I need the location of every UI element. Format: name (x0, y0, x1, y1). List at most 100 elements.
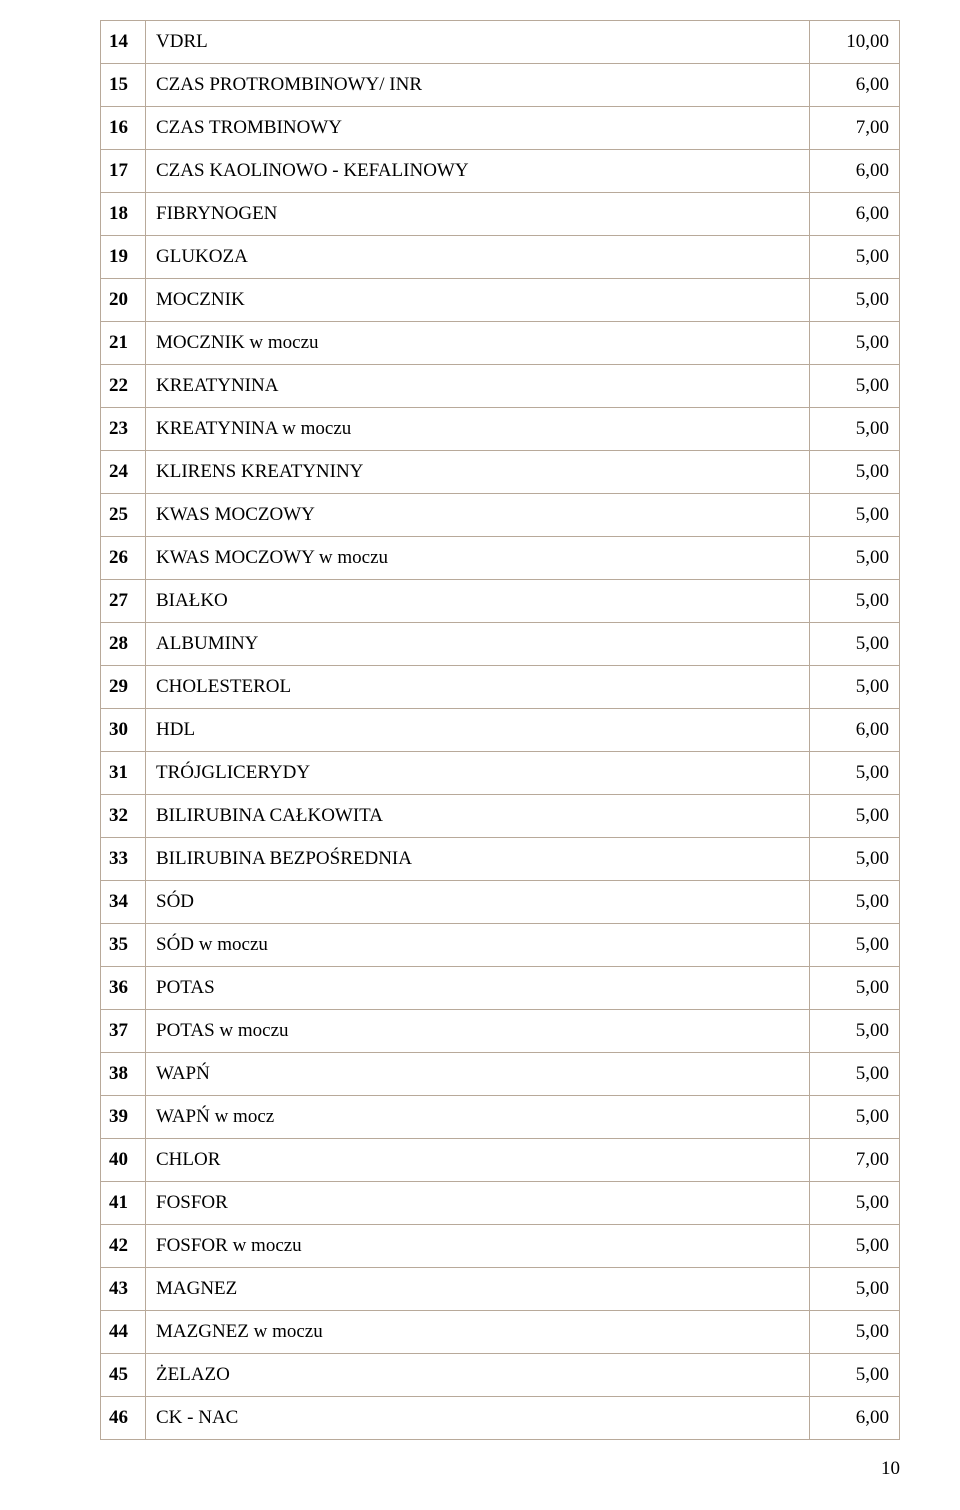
row-name: BIAŁKO (146, 580, 810, 623)
row-name: CHLOR (146, 1139, 810, 1182)
table-row: 23KREATYNINA w moczu5,00 (101, 408, 900, 451)
table-row: 32BILIRUBINA CAŁKOWITA5,00 (101, 795, 900, 838)
row-price: 5,00 (810, 451, 900, 494)
row-price: 5,00 (810, 1182, 900, 1225)
row-price: 5,00 (810, 924, 900, 967)
table-row: 16CZAS TROMBINOWY7,00 (101, 107, 900, 150)
row-name: POTAS w moczu (146, 1010, 810, 1053)
row-name: CZAS PROTROMBINOWY/ INR (146, 64, 810, 107)
row-number: 20 (101, 279, 146, 322)
table-row: 14VDRL10,00 (101, 21, 900, 64)
row-price: 7,00 (810, 107, 900, 150)
row-price: 5,00 (810, 1354, 900, 1397)
table-row: 40CHLOR7,00 (101, 1139, 900, 1182)
row-price: 5,00 (810, 236, 900, 279)
table-row: 22KREATYNINA5,00 (101, 365, 900, 408)
row-price: 5,00 (810, 580, 900, 623)
row-price: 6,00 (810, 709, 900, 752)
row-number: 33 (101, 838, 146, 881)
row-name: WAPŃ (146, 1053, 810, 1096)
row-name: MAGNEZ (146, 1268, 810, 1311)
row-number: 34 (101, 881, 146, 924)
table-row: 21MOCZNIK w moczu5,00 (101, 322, 900, 365)
table-row: 36POTAS5,00 (101, 967, 900, 1010)
table-row: 38WAPŃ5,00 (101, 1053, 900, 1096)
row-number: 35 (101, 924, 146, 967)
table-row: 44MAZGNEZ w moczu5,00 (101, 1311, 900, 1354)
row-price: 10,00 (810, 21, 900, 64)
table-row: 41FOSFOR5,00 (101, 1182, 900, 1225)
row-price: 5,00 (810, 408, 900, 451)
row-price: 5,00 (810, 1225, 900, 1268)
row-price: 5,00 (810, 322, 900, 365)
row-name: CZAS KAOLINOWO - KEFALINOWY (146, 150, 810, 193)
row-price: 5,00 (810, 752, 900, 795)
row-number: 40 (101, 1139, 146, 1182)
row-number: 15 (101, 64, 146, 107)
row-number: 17 (101, 150, 146, 193)
row-number: 21 (101, 322, 146, 365)
row-name: ŻELAZO (146, 1354, 810, 1397)
row-price: 6,00 (810, 1397, 900, 1440)
row-number: 41 (101, 1182, 146, 1225)
row-name: CZAS TROMBINOWY (146, 107, 810, 150)
row-name: BILIRUBINA CAŁKOWITA (146, 795, 810, 838)
row-number: 23 (101, 408, 146, 451)
row-price: 5,00 (810, 838, 900, 881)
row-name: GLUKOZA (146, 236, 810, 279)
row-number: 27 (101, 580, 146, 623)
row-name: KWAS MOCZOWY w moczu (146, 537, 810, 580)
row-number: 39 (101, 1096, 146, 1139)
row-name: FOSFOR w moczu (146, 1225, 810, 1268)
row-price: 5,00 (810, 1053, 900, 1096)
table-row: 26KWAS MOCZOWY w moczu5,00 (101, 537, 900, 580)
row-number: 37 (101, 1010, 146, 1053)
row-price: 5,00 (810, 666, 900, 709)
row-number: 31 (101, 752, 146, 795)
row-price: 5,00 (810, 1268, 900, 1311)
row-name: MOCZNIK w moczu (146, 322, 810, 365)
row-name: CK - NAC (146, 1397, 810, 1440)
row-price: 5,00 (810, 537, 900, 580)
row-price: 6,00 (810, 64, 900, 107)
row-number: 42 (101, 1225, 146, 1268)
table-row: 33BILIRUBINA BEZPOŚREDNIA5,00 (101, 838, 900, 881)
table-row: 43MAGNEZ5,00 (101, 1268, 900, 1311)
row-price: 5,00 (810, 623, 900, 666)
row-number: 28 (101, 623, 146, 666)
row-number: 14 (101, 21, 146, 64)
row-number: 22 (101, 365, 146, 408)
table-row: 17CZAS KAOLINOWO - KEFALINOWY6,00 (101, 150, 900, 193)
table-row: 19GLUKOZA5,00 (101, 236, 900, 279)
row-number: 38 (101, 1053, 146, 1096)
row-price: 5,00 (810, 795, 900, 838)
row-number: 32 (101, 795, 146, 838)
row-price: 5,00 (810, 1096, 900, 1139)
row-name: KREATYNINA (146, 365, 810, 408)
row-price: 5,00 (810, 1010, 900, 1053)
table-row: 30HDL6,00 (101, 709, 900, 752)
row-number: 24 (101, 451, 146, 494)
row-price: 5,00 (810, 967, 900, 1010)
row-price: 6,00 (810, 193, 900, 236)
table-row: 15CZAS PROTROMBINOWY/ INR6,00 (101, 64, 900, 107)
table-row: 35SÓD w moczu5,00 (101, 924, 900, 967)
table-row: 31TRÓJGLICERYDY5,00 (101, 752, 900, 795)
row-price: 5,00 (810, 365, 900, 408)
row-name: FOSFOR (146, 1182, 810, 1225)
row-number: 44 (101, 1311, 146, 1354)
row-number: 36 (101, 967, 146, 1010)
row-number: 16 (101, 107, 146, 150)
row-number: 25 (101, 494, 146, 537)
table-row: 28ALBUMINY5,00 (101, 623, 900, 666)
table-body: 14VDRL10,0015CZAS PROTROMBINOWY/ INR6,00… (101, 21, 900, 1440)
table-row: 27BIAŁKO5,00 (101, 580, 900, 623)
row-name: FIBRYNOGEN (146, 193, 810, 236)
row-number: 45 (101, 1354, 146, 1397)
row-name: VDRL (146, 21, 810, 64)
table-row: 18FIBRYNOGEN6,00 (101, 193, 900, 236)
row-name: TRÓJGLICERYDY (146, 752, 810, 795)
table-row: 29CHOLESTEROL5,00 (101, 666, 900, 709)
table-row: 25KWAS MOCZOWY5,00 (101, 494, 900, 537)
row-number: 18 (101, 193, 146, 236)
